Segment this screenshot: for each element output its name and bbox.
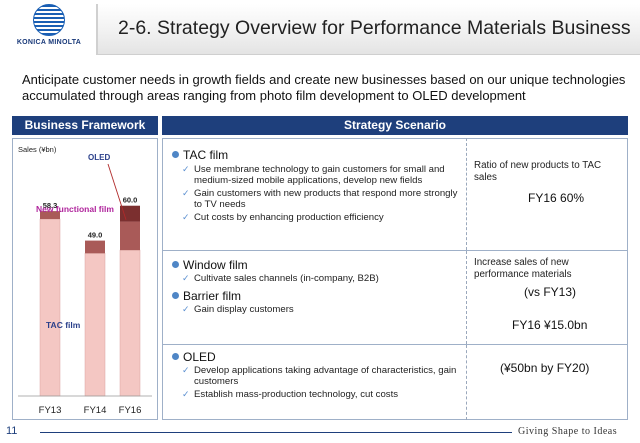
list-item: ✓ Establish mass-production technology, c… [182, 388, 399, 400]
chart-y-axis-label: Sales (¥bn) [18, 145, 57, 154]
oled-bullets: ✓ Develop applications taking advantage o… [182, 365, 462, 401]
new-materials-sales-label: Increase sales of new performance materi… [474, 257, 572, 280]
total-label-fy16: 60.0 [123, 196, 138, 205]
window-film-bullets: ✓ Cultivate sales channels (in-company, B… [182, 273, 462, 285]
strategy-scenario-header: Strategy Scenario [162, 116, 628, 135]
company-logo: KONICA MINOLTA [8, 4, 90, 54]
business-framework-header: Business Framework [12, 116, 158, 135]
list-item: ✓ Cultivate sales channels (in-company, B… [182, 273, 379, 284]
chart-labels: 58.3 FY13 49.0 FY14 60.0 FY16 OLED New function… [36, 153, 141, 416]
globe-logo-icon [33, 4, 65, 36]
chart-bars [39, 205, 141, 397]
oled-series-label: OLED [88, 153, 110, 162]
barrier-film-bullets: ✓ Gain display customers [182, 304, 462, 316]
check-icon: ✓ [182, 273, 190, 283]
check-icon: ✓ [182, 187, 190, 198]
section-divider [466, 345, 467, 420]
bar-new-functional-film-fy13 [40, 211, 60, 220]
new-functional-film-series-label: New functional film [36, 204, 114, 214]
title-divider [96, 54, 640, 55]
tac-ratio-label: Ratio of new products to TAC sales [474, 160, 602, 183]
page-title: 2-6. Strategy Overview for Performance M… [118, 17, 631, 39]
page-number: 11 [6, 425, 18, 437]
item-title-tac-film: TAC film [172, 148, 228, 162]
footer-slogan: Giving Shape to Ideas [518, 426, 618, 437]
check-icon: ✓ [182, 211, 190, 222]
bar-oled-fy16 [120, 205, 140, 222]
x-tick-fy14: FY14 [84, 405, 107, 416]
sales-bar-chart: Sales (¥bn) 58.3 FY13 49.0 FY14 60.0 FY16 OLED… [18, 145, 152, 416]
strategy-scenario-panel [162, 138, 628, 420]
title-bar: 2-6. Strategy Overview for Performance M… [96, 4, 640, 54]
bullet-dot-icon [172, 353, 179, 360]
scenario-window-barrier-film: Window film ✓ Cultivate sales channels (i… [162, 250, 628, 344]
item-title-barrier-film: Barrier film [172, 289, 241, 303]
tac-film-series-label: TAC film [46, 320, 81, 330]
check-icon: ✓ [182, 304, 190, 314]
section-divider [466, 251, 467, 344]
check-icon: ✓ [182, 388, 190, 399]
list-item: ✓ Cut costs by enhancing production effic… [182, 211, 384, 223]
x-tick-fy16: FY16 [119, 405, 142, 416]
x-tick-fy13: FY13 [39, 405, 62, 416]
oled-pointer-arrow [107, 163, 127, 220]
bar-tac-film-fy14 [84, 253, 106, 397]
bar-tac-film-fy13 [39, 218, 61, 397]
bullet-dot-icon [172, 151, 179, 158]
scenario-oled: OLED ✓ Develop applications taking advant… [162, 344, 628, 420]
footer-rule [40, 432, 512, 433]
check-icon: ✓ [182, 164, 190, 174]
tac-ratio-value: FY16 60% [528, 191, 585, 205]
bar-tac-film-fy16 [119, 249, 141, 397]
tac-film-bullets: ✓ Use membrane technology to gain custome… [182, 164, 462, 224]
section-divider [466, 138, 467, 250]
fy16-sales-target: FY16 ¥15.0bn [512, 318, 588, 332]
vs-fy13-label: (vs FY13) [524, 285, 577, 299]
list-item: ✓ Use membrane technology to gain custome… [182, 164, 445, 187]
list-item: ✓ Gain customers with new products that r… [182, 187, 458, 211]
oled-fy20-target: (¥50bn by FY20) [500, 361, 590, 375]
check-icon: ✓ [182, 365, 190, 375]
list-item: ✓ Develop applications taking advantage o… [182, 365, 457, 388]
scenario-tac-film: TAC film ✓ Use membrane technology to gai… [162, 138, 628, 250]
item-title-window-film: Window film [172, 258, 248, 272]
page-subtitle: Anticipate customer needs in growth fiel… [22, 72, 626, 103]
total-label-fy13: 58.3 [43, 201, 58, 210]
item-title-oled: OLED [172, 350, 216, 364]
bullet-dot-icon [172, 261, 179, 268]
list-item: ✓ Gain display customers [182, 304, 294, 315]
bar-new-functional-film-fy16 [120, 221, 140, 251]
logo-text: KONICA MINOLTA [16, 39, 82, 46]
bar-new-functional-film-fy14 [85, 240, 105, 254]
total-label-fy14: 49.0 [88, 231, 103, 240]
bullet-dot-icon [172, 292, 179, 299]
